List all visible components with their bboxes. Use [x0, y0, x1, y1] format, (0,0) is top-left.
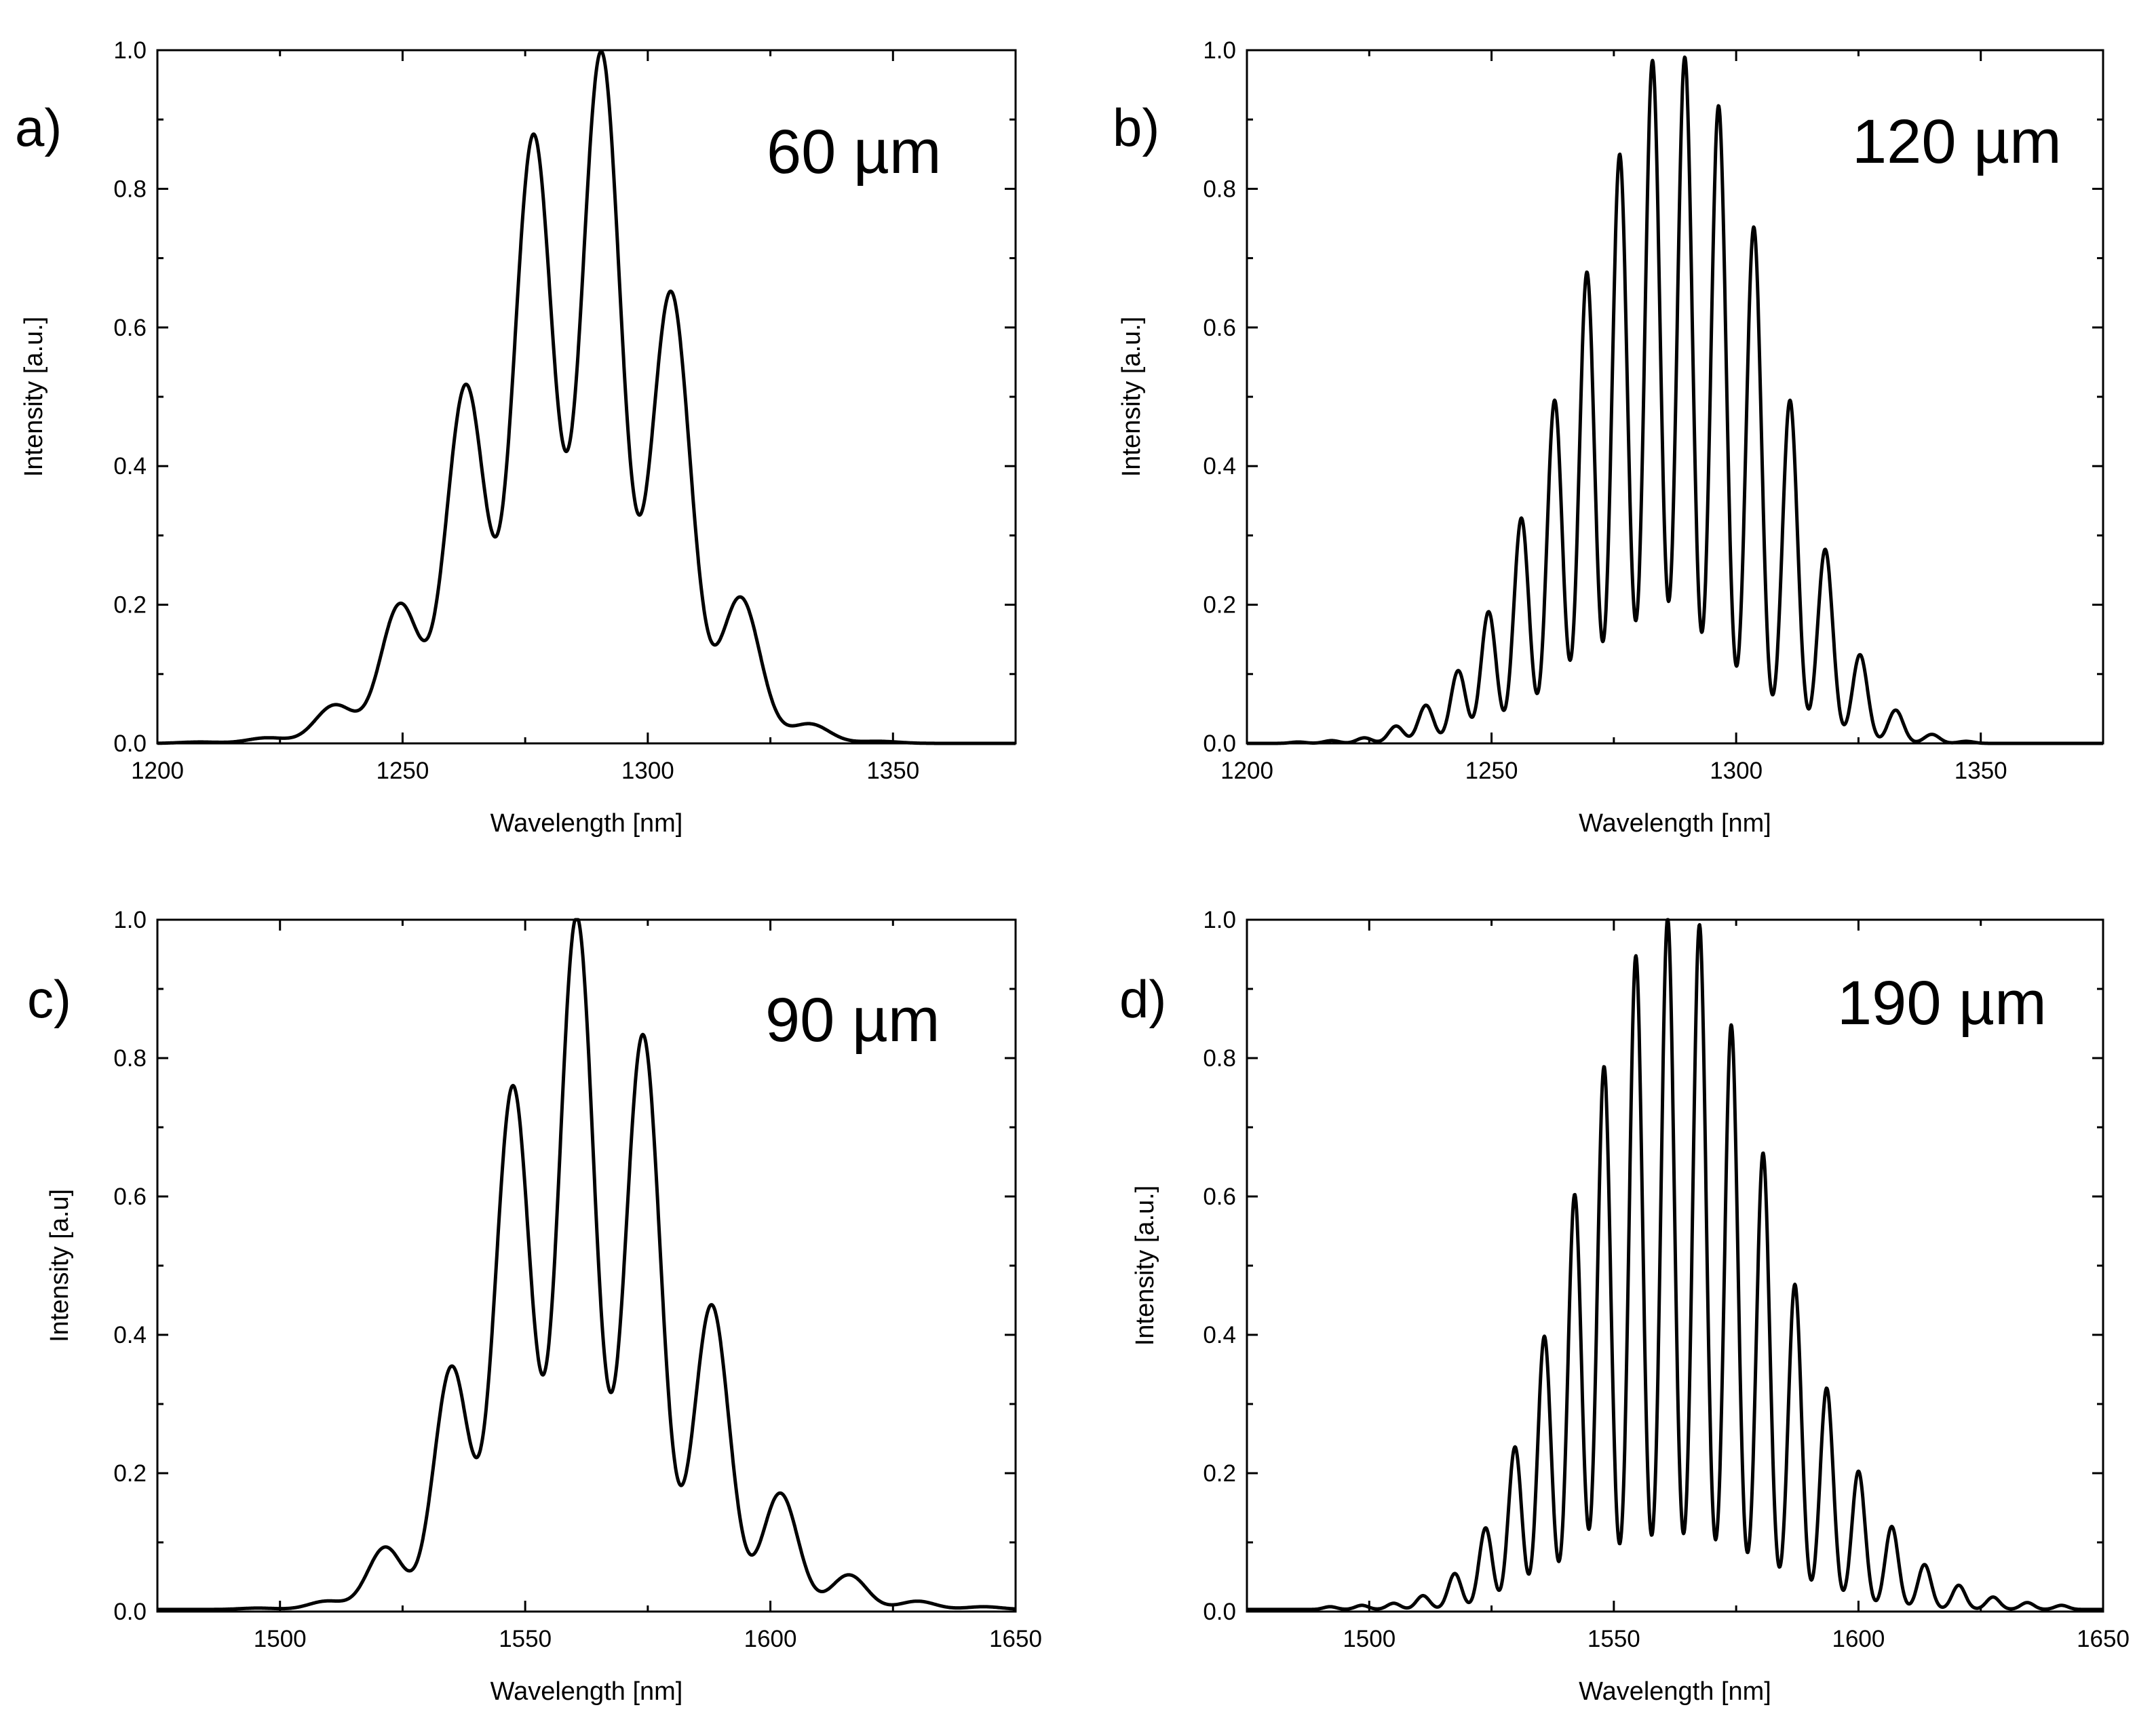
y-tick-label: 0.6: [113, 315, 147, 341]
panel-letter: c): [27, 969, 71, 1029]
panel-b: 1200 1250 1300 1350 0.0 0.2 0.4 0.6 0.8 1.0 Wavele…: [1113, 37, 2104, 838]
panel-letter: b): [1113, 98, 1159, 157]
x-tick-label: 1200: [131, 758, 184, 784]
spectrum-line: [156, 50, 1017, 745]
y-tick-label: 0.2: [113, 592, 147, 619]
y-tick-label: 0.0: [113, 730, 147, 757]
y-axis-title: Intensity [a.u.]: [1131, 1186, 1159, 1346]
y-tick-label: 0.0: [1203, 1599, 1236, 1625]
panel-letter: a): [15, 98, 62, 157]
y-tick-label: 0.4: [113, 453, 147, 480]
thickness-label: 120 µm: [1852, 107, 2062, 176]
y-tick-label: 0.2: [1203, 592, 1236, 619]
thickness-label: 90 µm: [765, 986, 940, 1055]
y-axis-title: Intensity [a.u.]: [20, 317, 48, 477]
x-tick-label: 1250: [376, 758, 429, 784]
panel-letter: d): [1119, 969, 1166, 1029]
x-axis-title: Wavelength [nm]: [1579, 809, 1771, 838]
panel-a: 1200 1250 1300 1350 0.0 0.2 0.4 0.6 0.8 1.0 Wavele…: [15, 37, 1017, 838]
y-tick-label: 0.8: [113, 176, 147, 202]
y-tick-label: 0.0: [1203, 730, 1236, 757]
x-tick-label: 1600: [1832, 1626, 1885, 1652]
y-tick-label: 1.0: [1203, 37, 1236, 64]
spectrum-line: [156, 918, 1017, 1612]
y-tick-label: 0.4: [113, 1322, 147, 1348]
y-tick-label: 0.4: [1203, 453, 1236, 480]
x-tick-label: 1350: [1955, 758, 2007, 784]
x-tick-label: 1550: [1587, 1626, 1640, 1652]
x-axis-title: Wavelength [nm]: [490, 1677, 683, 1706]
panel-d: 1500 1550 1600 1650 0.0 0.2 0.4 0.6 0.8 1.0 Wavele…: [1119, 907, 2130, 1706]
y-tick-label: 0.4: [1203, 1322, 1236, 1348]
x-tick-label: 1650: [989, 1626, 1042, 1652]
y-tick-label: 0.8: [1203, 176, 1236, 202]
y-tick-label: 0.2: [1203, 1460, 1236, 1487]
y-tick-label: 0.8: [113, 1045, 147, 1072]
spectrum-line: [1246, 55, 2104, 745]
x-tick-label: 1500: [254, 1626, 307, 1652]
y-axis-title: Intensity [a.u.]: [1117, 317, 1146, 477]
y-tick-label: 0.0: [113, 1599, 147, 1625]
y-tick-label: 0.2: [113, 1460, 147, 1487]
thickness-label: 60 µm: [767, 117, 942, 187]
x-tick-label: 1500: [1343, 1626, 1395, 1652]
panel-c: 1500 1550 1600 1650 0.0 0.2 0.4 0.6 0.8 1.0 Wavele…: [27, 907, 1042, 1706]
x-tick-label: 1250: [1465, 758, 1518, 784]
y-tick-label: 0.8: [1203, 1045, 1236, 1072]
x-tick-label: 1600: [744, 1626, 797, 1652]
y-tick-label: 0.6: [1203, 315, 1236, 341]
x-tick-label: 1550: [499, 1626, 552, 1652]
y-tick-label: 0.6: [113, 1184, 147, 1210]
y-tick-label: 1.0: [113, 907, 147, 933]
y-tick-label: 0.6: [1203, 1184, 1236, 1210]
spectrum-line: [1246, 918, 2104, 1612]
x-axis-title: Wavelength [nm]: [1579, 1677, 1771, 1706]
x-tick-label: 1200: [1220, 758, 1273, 784]
x-tick-label: 1300: [621, 758, 674, 784]
y-axis-title: Intensity [a.u]: [45, 1189, 74, 1342]
x-tick-label: 1300: [1710, 758, 1763, 784]
x-tick-label: 1350: [866, 758, 919, 784]
thickness-label: 190 µm: [1837, 969, 2047, 1038]
y-tick-label: 1.0: [1203, 907, 1236, 933]
y-tick-label: 1.0: [113, 37, 147, 64]
x-tick-label: 1650: [2077, 1626, 2130, 1652]
x-axis-title: Wavelength [nm]: [490, 809, 683, 838]
